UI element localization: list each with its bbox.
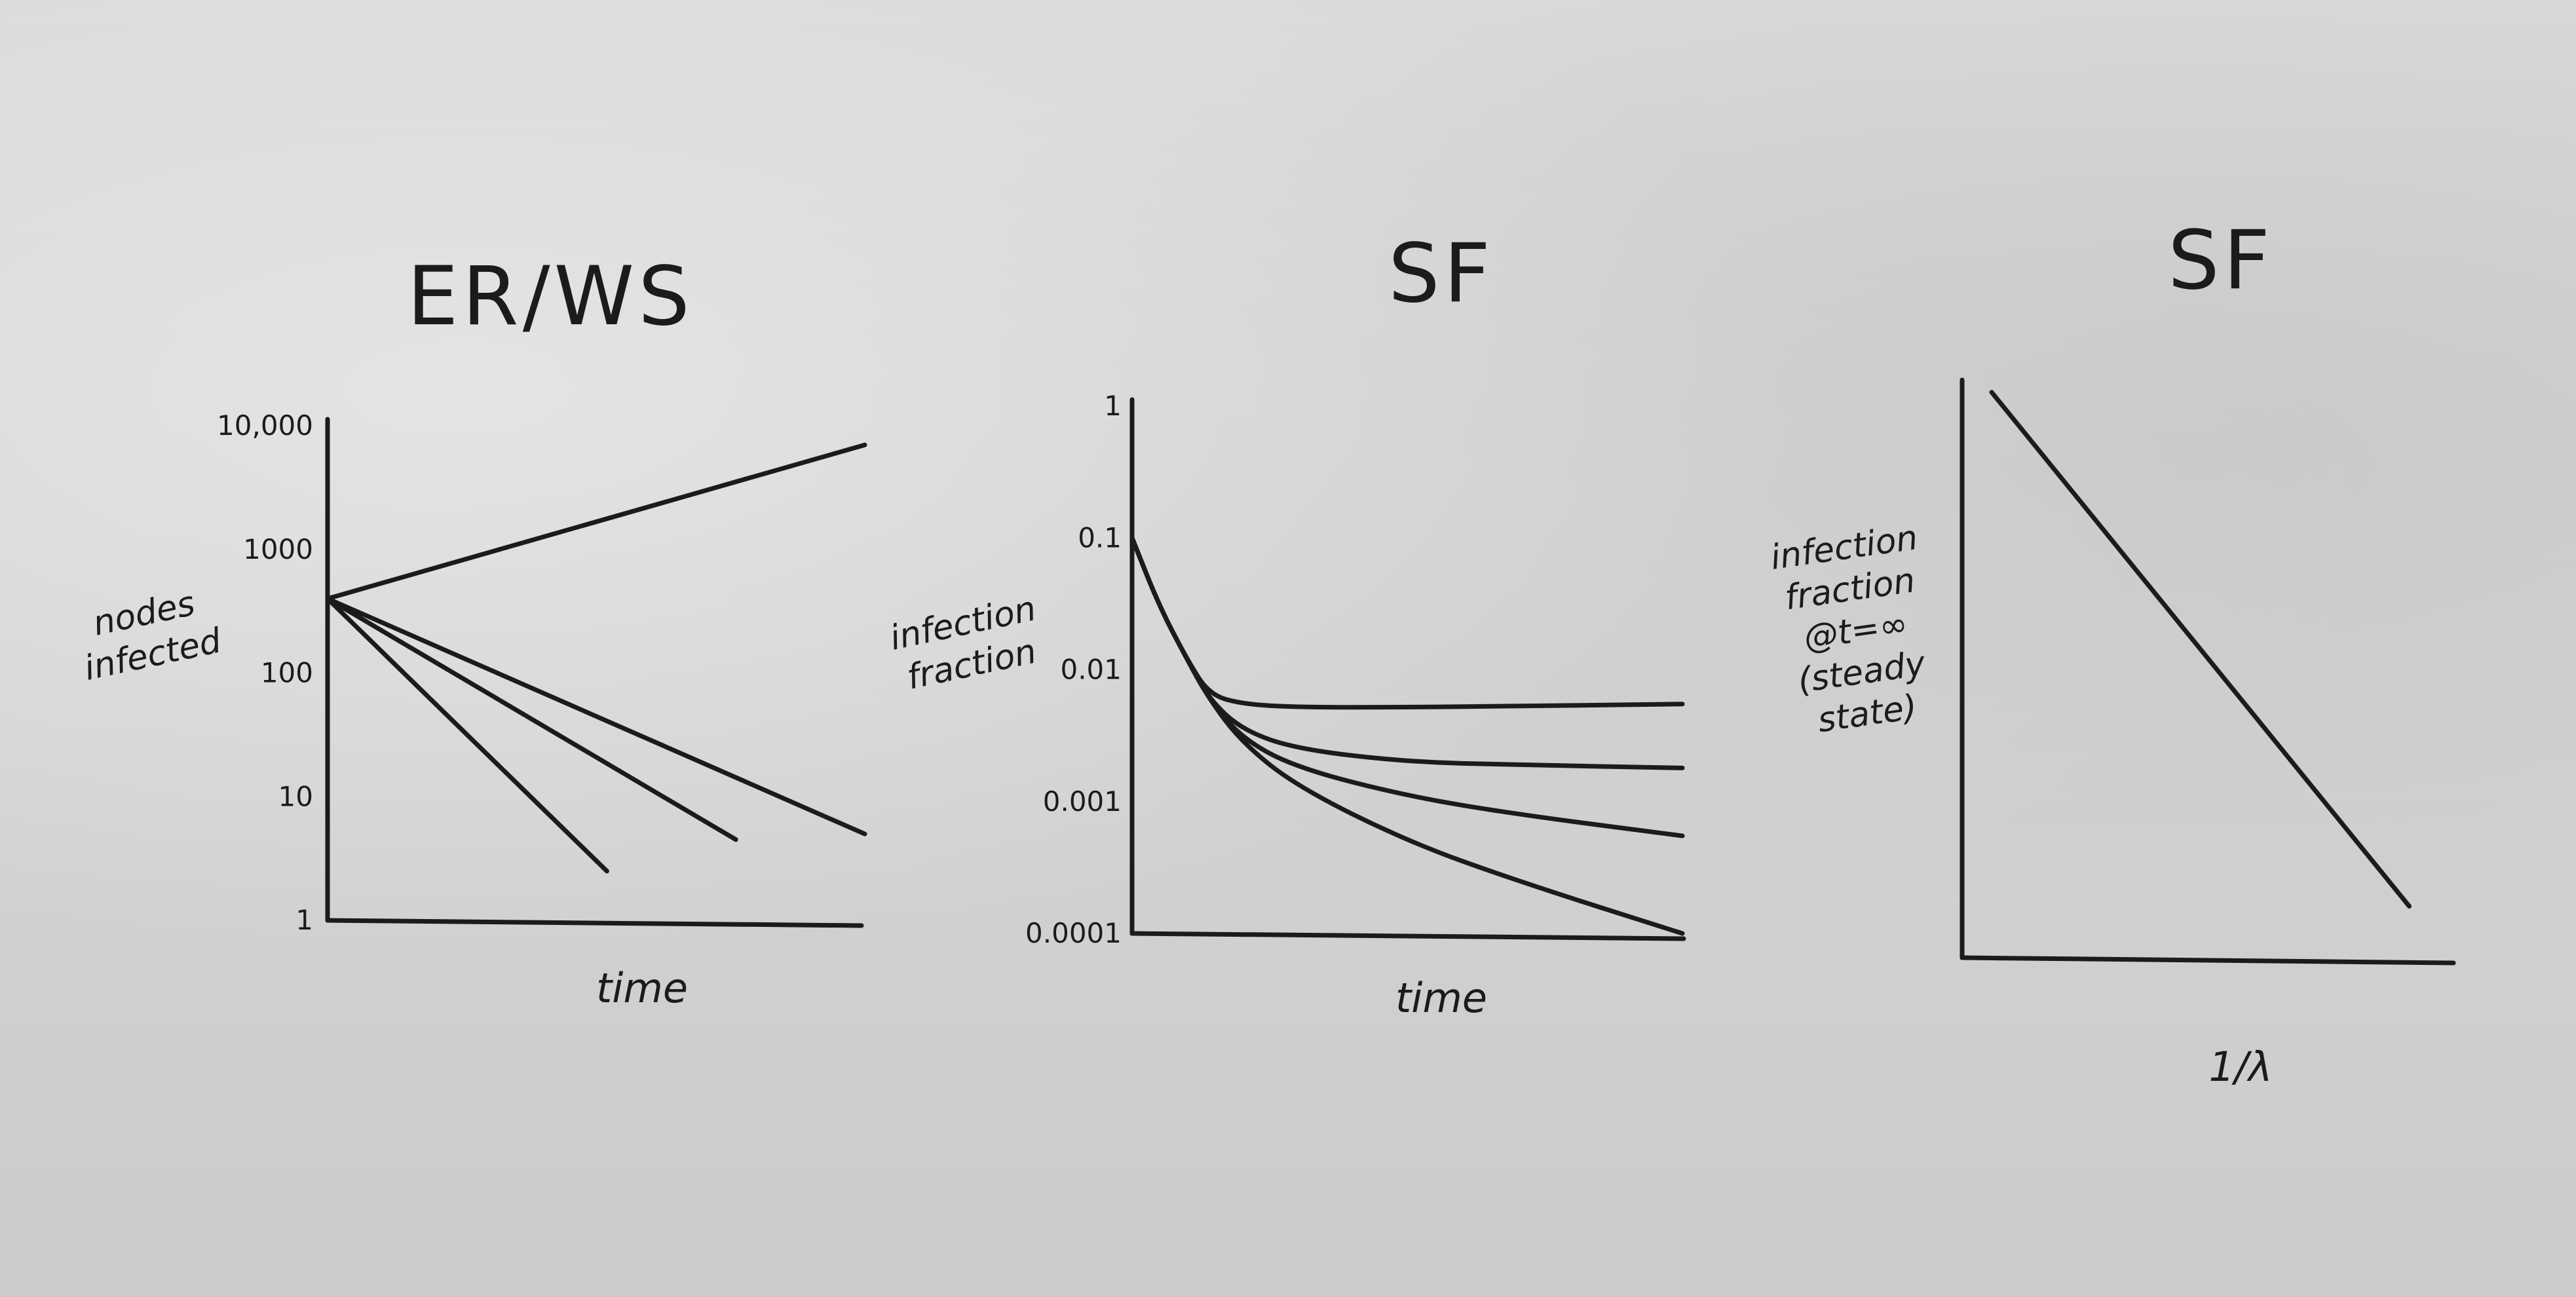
y-tick-label: 10: [278, 780, 313, 812]
chart-title: SF: [1388, 227, 1494, 321]
series-line: [325, 596, 738, 842]
x-axis-label: time: [1395, 974, 1487, 1022]
series-line: [1129, 535, 1685, 838]
y-tick-label: 1: [1104, 390, 1122, 422]
y-tick-label: 100: [261, 657, 313, 689]
y-tick-label: 10,000: [217, 409, 313, 442]
series-line: [1129, 535, 1685, 770]
x-axis: [325, 918, 864, 928]
y-tick-label: 1000: [243, 533, 313, 565]
series-line: [1129, 535, 1685, 936]
y-tick-label: 0.0001: [1025, 917, 1122, 949]
x-axis-label: 1/λ: [2208, 1043, 2272, 1091]
chart-title: SF: [2168, 214, 2274, 308]
y-tick-label: 0.001: [1043, 785, 1122, 818]
series-line: [325, 596, 867, 836]
x-axis: [1960, 955, 2456, 966]
y-tick-label: 1: [295, 904, 313, 936]
chart-title: ER/WS: [407, 250, 694, 344]
series-line: [1989, 390, 2412, 909]
series-line: [325, 442, 867, 601]
y-tick-label: 0.1: [1078, 521, 1122, 554]
y-tick-label: 0.01: [1060, 654, 1122, 686]
x-axis: [1129, 931, 1686, 941]
series-line: [1129, 535, 1685, 710]
series-line: [325, 596, 609, 874]
x-axis-label: time: [596, 964, 688, 1012]
